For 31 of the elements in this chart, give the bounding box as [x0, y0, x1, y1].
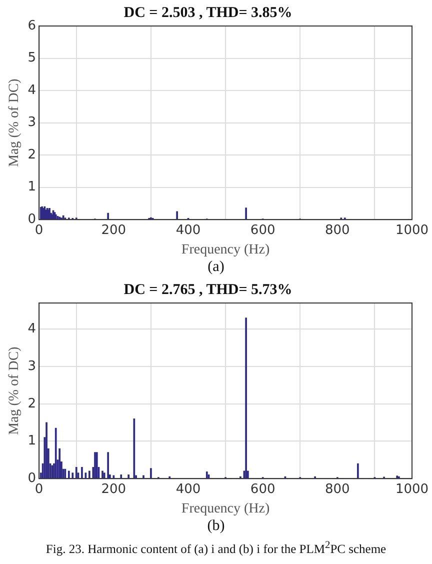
x-tick-label: 600 [250, 482, 276, 497]
x-tick-label: 200 [101, 482, 126, 497]
y-tick-label: 0 [28, 470, 36, 486]
y-tick-label: 0 [28, 212, 36, 227]
x-axis-title: Frequency (Hz) [181, 242, 270, 258]
x-tick-label: 800 [325, 222, 350, 238]
caption: Fig. 23. Harmonic content of (a) i and (b) i for the PLM$^{2}$PC scheme [44, 539, 388, 558]
y-tick-label: 1 [28, 434, 36, 449]
y-tick-label: 4 [28, 322, 36, 337]
x-tick-label: 1000 [395, 482, 429, 497]
y-tick-label: 6 [28, 18, 36, 34]
chart-title: DC = 2.503 , THD= 3.85% [124, 4, 292, 21]
x-axis-title: Frequency (Hz) [181, 501, 270, 516]
y-tick-label: 5 [28, 50, 36, 66]
y-tick-label: 2 [28, 396, 36, 412]
x-tick-label: 400 [176, 482, 201, 497]
x-tick-label: 1000 [395, 222, 429, 238]
text: (b) [206, 517, 226, 536]
y-tick-label: 1 [28, 180, 36, 195]
x-tick-label: 200 [101, 222, 126, 238]
y-tick-label: 3 [28, 358, 36, 374]
y-tick-label: 4 [28, 82, 36, 98]
y-tick-label: 3 [28, 115, 36, 130]
y-tick-label: 2 [28, 147, 36, 162]
y-axis-title: Mag (% of DC) [7, 346, 22, 435]
text: (a) [206, 258, 226, 277]
x-tick-label: 800 [325, 482, 350, 497]
x-tick-label: 400 [176, 222, 201, 238]
x-tick-label: 600 [250, 222, 276, 238]
chart-title: DC = 2.765 , THD= 5.73% [124, 282, 292, 298]
y-axis-title: Mag (% of DC) [7, 78, 22, 167]
